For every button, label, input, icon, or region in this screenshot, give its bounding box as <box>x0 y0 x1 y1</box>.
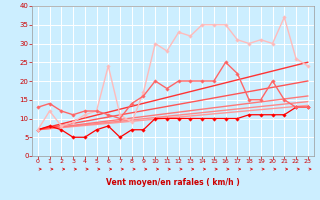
X-axis label: Vent moyen/en rafales ( km/h ): Vent moyen/en rafales ( km/h ) <box>106 178 240 187</box>
